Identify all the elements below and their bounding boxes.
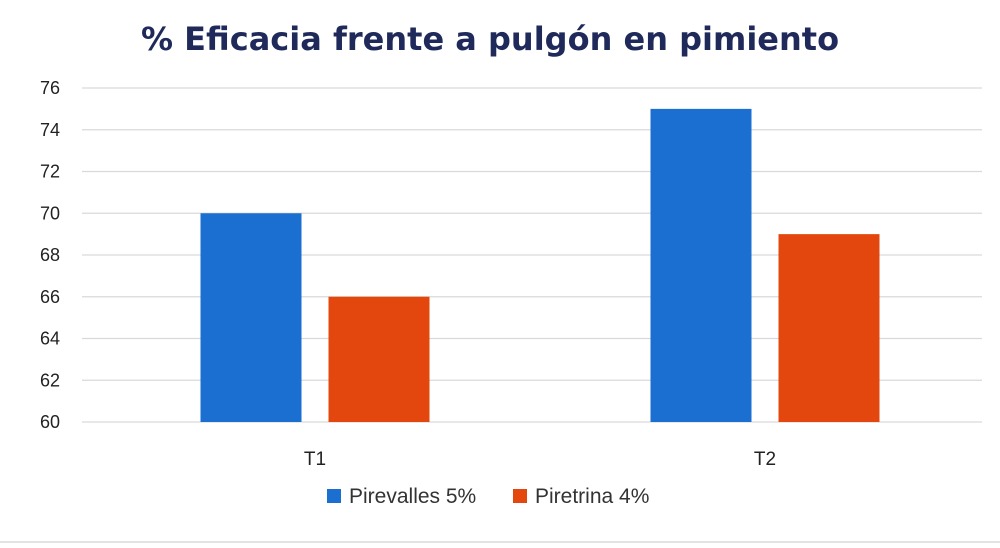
x-category-label: T2 (754, 449, 776, 470)
y-tick-label: 70 (40, 203, 60, 223)
bar-t1-series-1 (200, 213, 302, 422)
y-tick-label: 60 (40, 412, 60, 432)
legend-label: Piretrina 4% (535, 485, 649, 508)
bar-t2-series-1 (650, 108, 752, 422)
x-axis-categories: T1 T2 (304, 449, 776, 470)
bar-t2-series-2 (778, 234, 880, 422)
y-tick-label: 72 (40, 162, 60, 182)
legend-swatch (327, 489, 341, 503)
y-tick-label: 68 (40, 245, 60, 265)
y-tick-label: 66 (40, 287, 60, 307)
y-tick-label: 76 (40, 78, 60, 98)
bars (200, 108, 880, 422)
legend-swatch (513, 489, 527, 503)
y-tick-label: 74 (40, 120, 60, 140)
x-category-label: T1 (304, 449, 326, 470)
y-tick-label: 62 (40, 370, 60, 390)
y-tick-label: 64 (40, 329, 60, 349)
legend-label: Pirevalles 5% (349, 485, 476, 508)
y-axis-ticks: 60 62 64 66 68 70 72 74 76 (40, 78, 60, 432)
legend: Pirevalles 5% Piretrina 4% (327, 485, 649, 508)
chart-title: % Eficacia frente a pulgón en pimiento (141, 20, 839, 58)
bar-t1-series-2 (328, 296, 430, 422)
